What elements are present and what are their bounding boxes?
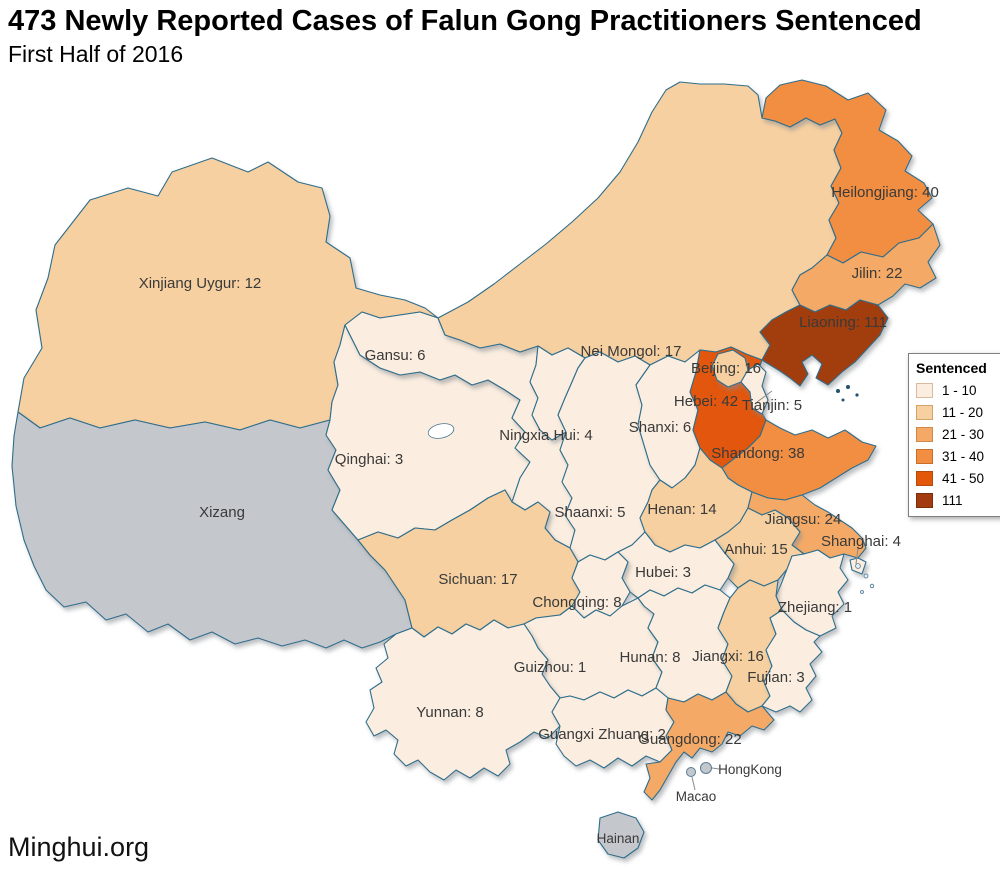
map-details [427,385,875,791]
legend-label: 31 - 40 [942,449,985,464]
legend-label: 111 [942,493,963,508]
hongkong-pointer-line [711,767,720,770]
label-xizang: Xizang [199,504,245,521]
liaoning-island [846,385,850,389]
legend-item: 41 - 50 [916,471,1000,486]
region-shapes [11,79,941,859]
label-jilin: Jilin: 22 [852,265,903,282]
label-hainan: Hainan [597,831,640,846]
shanghai-pointer-line [855,547,859,565]
hongkong-marker [700,762,712,774]
legend-swatch-41-50 [916,471,933,486]
label-shanghai: Shanghai: 4 [821,533,901,550]
label-yunnan: Yunnan: 8 [416,704,484,721]
region-hubei [617,531,735,599]
label-tianjin: Tianjin: 5 [742,397,802,414]
label-fujian: Fujian: 3 [747,669,805,686]
label-chongqing: Chongqing: 8 [532,594,621,611]
legend-label: 11 - 20 [942,405,984,420]
label-ningxia: Ningxia Hui: 4 [499,427,592,444]
label-hongkong: HongKong [718,762,782,777]
legend-swatch-1-10 [916,383,933,398]
label-shaanxi: Shaanxi: 5 [555,504,626,521]
zhoushan-island [863,573,869,579]
label-gansu: Gansu: 6 [365,347,426,364]
label-heilongjiang: Heilongjiang: 40 [831,184,939,201]
label-jiangsu: Jiangsu: 24 [765,511,842,528]
tianjin-pointer-line [756,390,773,403]
region-zhejiang [775,549,849,637]
legend-item: 111 [916,493,1000,508]
legend-swatch-111 [916,493,933,508]
legend-swatch-31-40 [916,449,933,464]
qinghai-lake [427,423,455,439]
label-beijing: Beijing: 16 [691,360,761,377]
zhoushan-island [869,583,875,589]
legend: Sentenced 1 - 10 11 - 20 21 - 30 31 - 40… [908,353,1000,517]
legend-label: 21 - 30 [942,427,985,442]
liaoning-island [855,393,859,397]
label-henan: Henan: 14 [647,501,716,518]
region-hainan [597,811,645,859]
label-xinjiang: Xinjiang Uygur: 12 [139,275,262,292]
label-liaoning: Liaoning: 111 [799,314,887,331]
label-guangxi: Guangxi Zhuang: 2 [538,726,666,743]
legend-title: Sentenced [916,360,987,376]
label-hubei: Hubei: 3 [635,564,691,581]
legend-label: 41 - 50 [942,471,985,486]
source-credit: Minghui.org [8,832,150,862]
macao-pointer-line [691,776,696,791]
legend-swatch-11-20 [916,405,933,420]
region-jilin [791,223,941,313]
label-jiangxi: Jiangxi: 16 [692,648,764,665]
legend-item: 31 - 40 [916,449,1000,464]
zhoushan-island [855,563,861,569]
legend-swatch-21-30 [916,427,933,442]
label-shandong: Shandong: 38 [711,445,804,462]
label-sichuan: Sichuan: 17 [438,571,517,588]
label-nei-mongol: Nei Mongol: 17 [581,343,682,360]
liaoning-island [841,398,845,402]
legend-label: 1 - 10 [942,383,977,398]
page-title: 473 Newly Reported Cases of Falun Gong P… [8,5,922,37]
macao-marker [686,767,696,777]
region-labels: Xinjiang Uygur: 12 Xizang Qinghai: 3 Gan… [139,184,939,846]
label-guizhou: Guizhou: 1 [514,659,587,676]
label-zhejiang: Zhejiang: 1 [778,599,852,616]
label-guangdong: Guangdong: 22 [638,731,741,748]
label-macao: Macao [676,789,717,804]
region-guangdong [643,691,775,801]
legend-item: 11 - 20 [916,405,1000,420]
region-fujian [761,609,823,713]
legend-item: 21 - 30 [916,427,1000,442]
page-subtitle: First Half of 2016 [8,41,184,67]
legend-item: 1 - 10 [916,383,1000,398]
region-yunnan [365,619,561,781]
liaoning-island [836,389,840,393]
label-anhui: Anhui: 15 [724,541,787,558]
label-hebei: Hebei: 42 [674,393,738,410]
region-tianjin [740,363,769,415]
zhoushan-island [860,590,864,594]
header: 473 Newly Reported Cases of Falun Gong P… [8,4,922,68]
region-liaoning [759,299,889,387]
label-qinghai: Qinghai: 3 [335,451,403,468]
label-hunan: Hunan: 8 [620,649,681,666]
label-shanxi: Shanxi: 6 [629,419,692,436]
